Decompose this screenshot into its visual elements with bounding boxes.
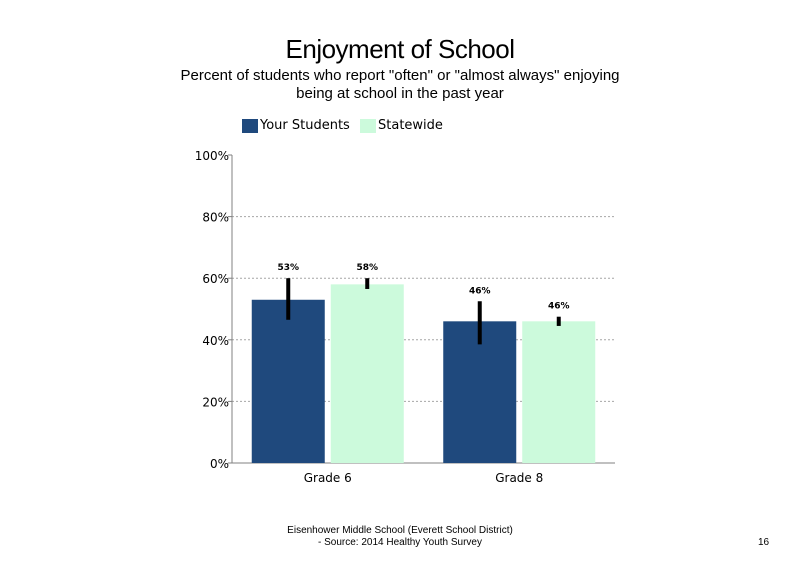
bar <box>443 321 517 463</box>
data-label: 46% <box>548 302 570 312</box>
legend-swatch-your-students <box>242 119 258 133</box>
y-tick-label: 40% <box>202 334 229 348</box>
footer-source: Eisenhower Middle School (Everett School… <box>200 525 600 549</box>
data-label: 53% <box>277 263 299 273</box>
y-tick-label: 0% <box>210 457 229 471</box>
bar <box>330 284 404 463</box>
bar <box>251 299 325 463</box>
data-label: 46% <box>469 286 491 296</box>
legend-label-statewide: Statewide <box>378 118 443 133</box>
y-tick-label: 80% <box>202 211 229 225</box>
x-tick-label: Grade 8 <box>495 471 543 485</box>
legend-label-your-students: Your Students <box>260 118 350 133</box>
y-tick-label: 60% <box>202 272 229 286</box>
y-tick-label: 100% <box>195 149 229 163</box>
y-tick-label: 20% <box>202 395 229 409</box>
data-label: 58% <box>356 263 378 273</box>
chart-subtitle: Percent of students who report "often" o… <box>180 67 620 115</box>
bar <box>522 321 596 463</box>
legend-swatch-statewide <box>360 119 376 133</box>
x-tick-label: Grade 6 <box>304 471 352 485</box>
page-number: 16 <box>758 537 770 548</box>
chart-subtitle-text: Percent of students who report "often" o… <box>180 67 620 102</box>
footer-source-note: - Source: 2014 Healthy Youth Survey <box>318 537 482 548</box>
footer-school-name: Eisenhower Middle School (Everett School… <box>287 525 513 536</box>
chart-title: Enjoyment of School <box>285 34 515 64</box>
